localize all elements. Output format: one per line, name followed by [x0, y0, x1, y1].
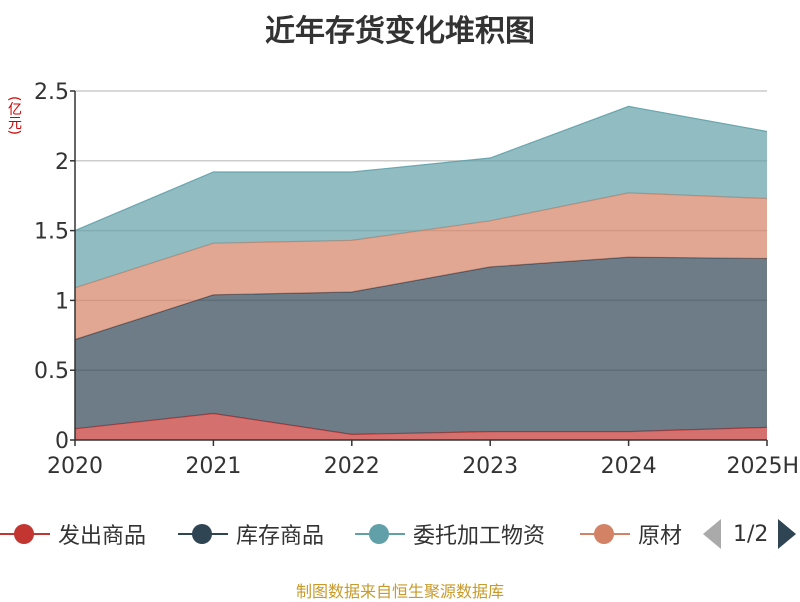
area-series-2: [75, 192, 767, 340]
x-tick-label: 2023: [462, 454, 518, 479]
legend-marker-icon: [0, 524, 50, 544]
legend: 发出商品 库存商品 委托加工物资 原材: [0, 512, 800, 556]
y-tick-label: 2: [55, 150, 69, 175]
y-axis-unit: (亿元): [6, 96, 22, 135]
data-source-note: 制图数据来自恒生聚源数据库: [295, 582, 504, 601]
y-tick-label: 1.5: [34, 220, 69, 245]
x-tick-label: 2020: [47, 454, 103, 479]
legend-item-kucun[interactable]: 库存商品: [178, 512, 324, 556]
stacked-areas: [74, 105, 768, 440]
area-series-1: [75, 257, 767, 435]
area-series-0: [75, 413, 767, 440]
legend-item-weituo[interactable]: 委托加工物资: [355, 512, 545, 556]
legend-item-fachu[interactable]: 发出商品: [0, 512, 146, 556]
x-tick-label: 2024: [601, 454, 657, 479]
pager-prev-icon[interactable]: [703, 519, 721, 549]
pager-next-icon[interactable]: [778, 519, 797, 549]
legend-item-yuancailiao[interactable]: 原材: [580, 512, 684, 556]
legend-marker-icon: [178, 524, 228, 544]
legend-marker-icon: [355, 524, 405, 544]
pager-page-indicator: 1/2: [733, 521, 769, 547]
y-tick-label: 1: [55, 289, 69, 314]
legend-label: 委托加工物资: [413, 524, 546, 549]
x-tick-label: 2025H: [726, 454, 799, 479]
area-series-3: [75, 106, 767, 288]
axes: 0 0.5 1 1.5 2 2.5 2020 2021 2022 2023 2024 2025H: [34, 80, 799, 479]
legend-label: 原材: [638, 524, 683, 549]
y-tick-label: 0: [55, 429, 69, 454]
y-tick-label: 0.5: [34, 359, 69, 384]
legend-pager: 1/2: [700, 512, 800, 556]
y-tick-label: 2.5: [34, 80, 69, 105]
legend-label: 库存商品: [236, 524, 325, 549]
series-line-1: [74, 256, 768, 341]
chart-title: 近年存货变化堆积图: [265, 14, 535, 49]
series-line-3: [74, 105, 768, 232]
x-tick-label: 2021: [185, 454, 241, 479]
legend-label: 发出商品: [58, 524, 147, 549]
legend-marker-icon: [580, 524, 630, 544]
x-tick-label: 2022: [324, 454, 380, 479]
